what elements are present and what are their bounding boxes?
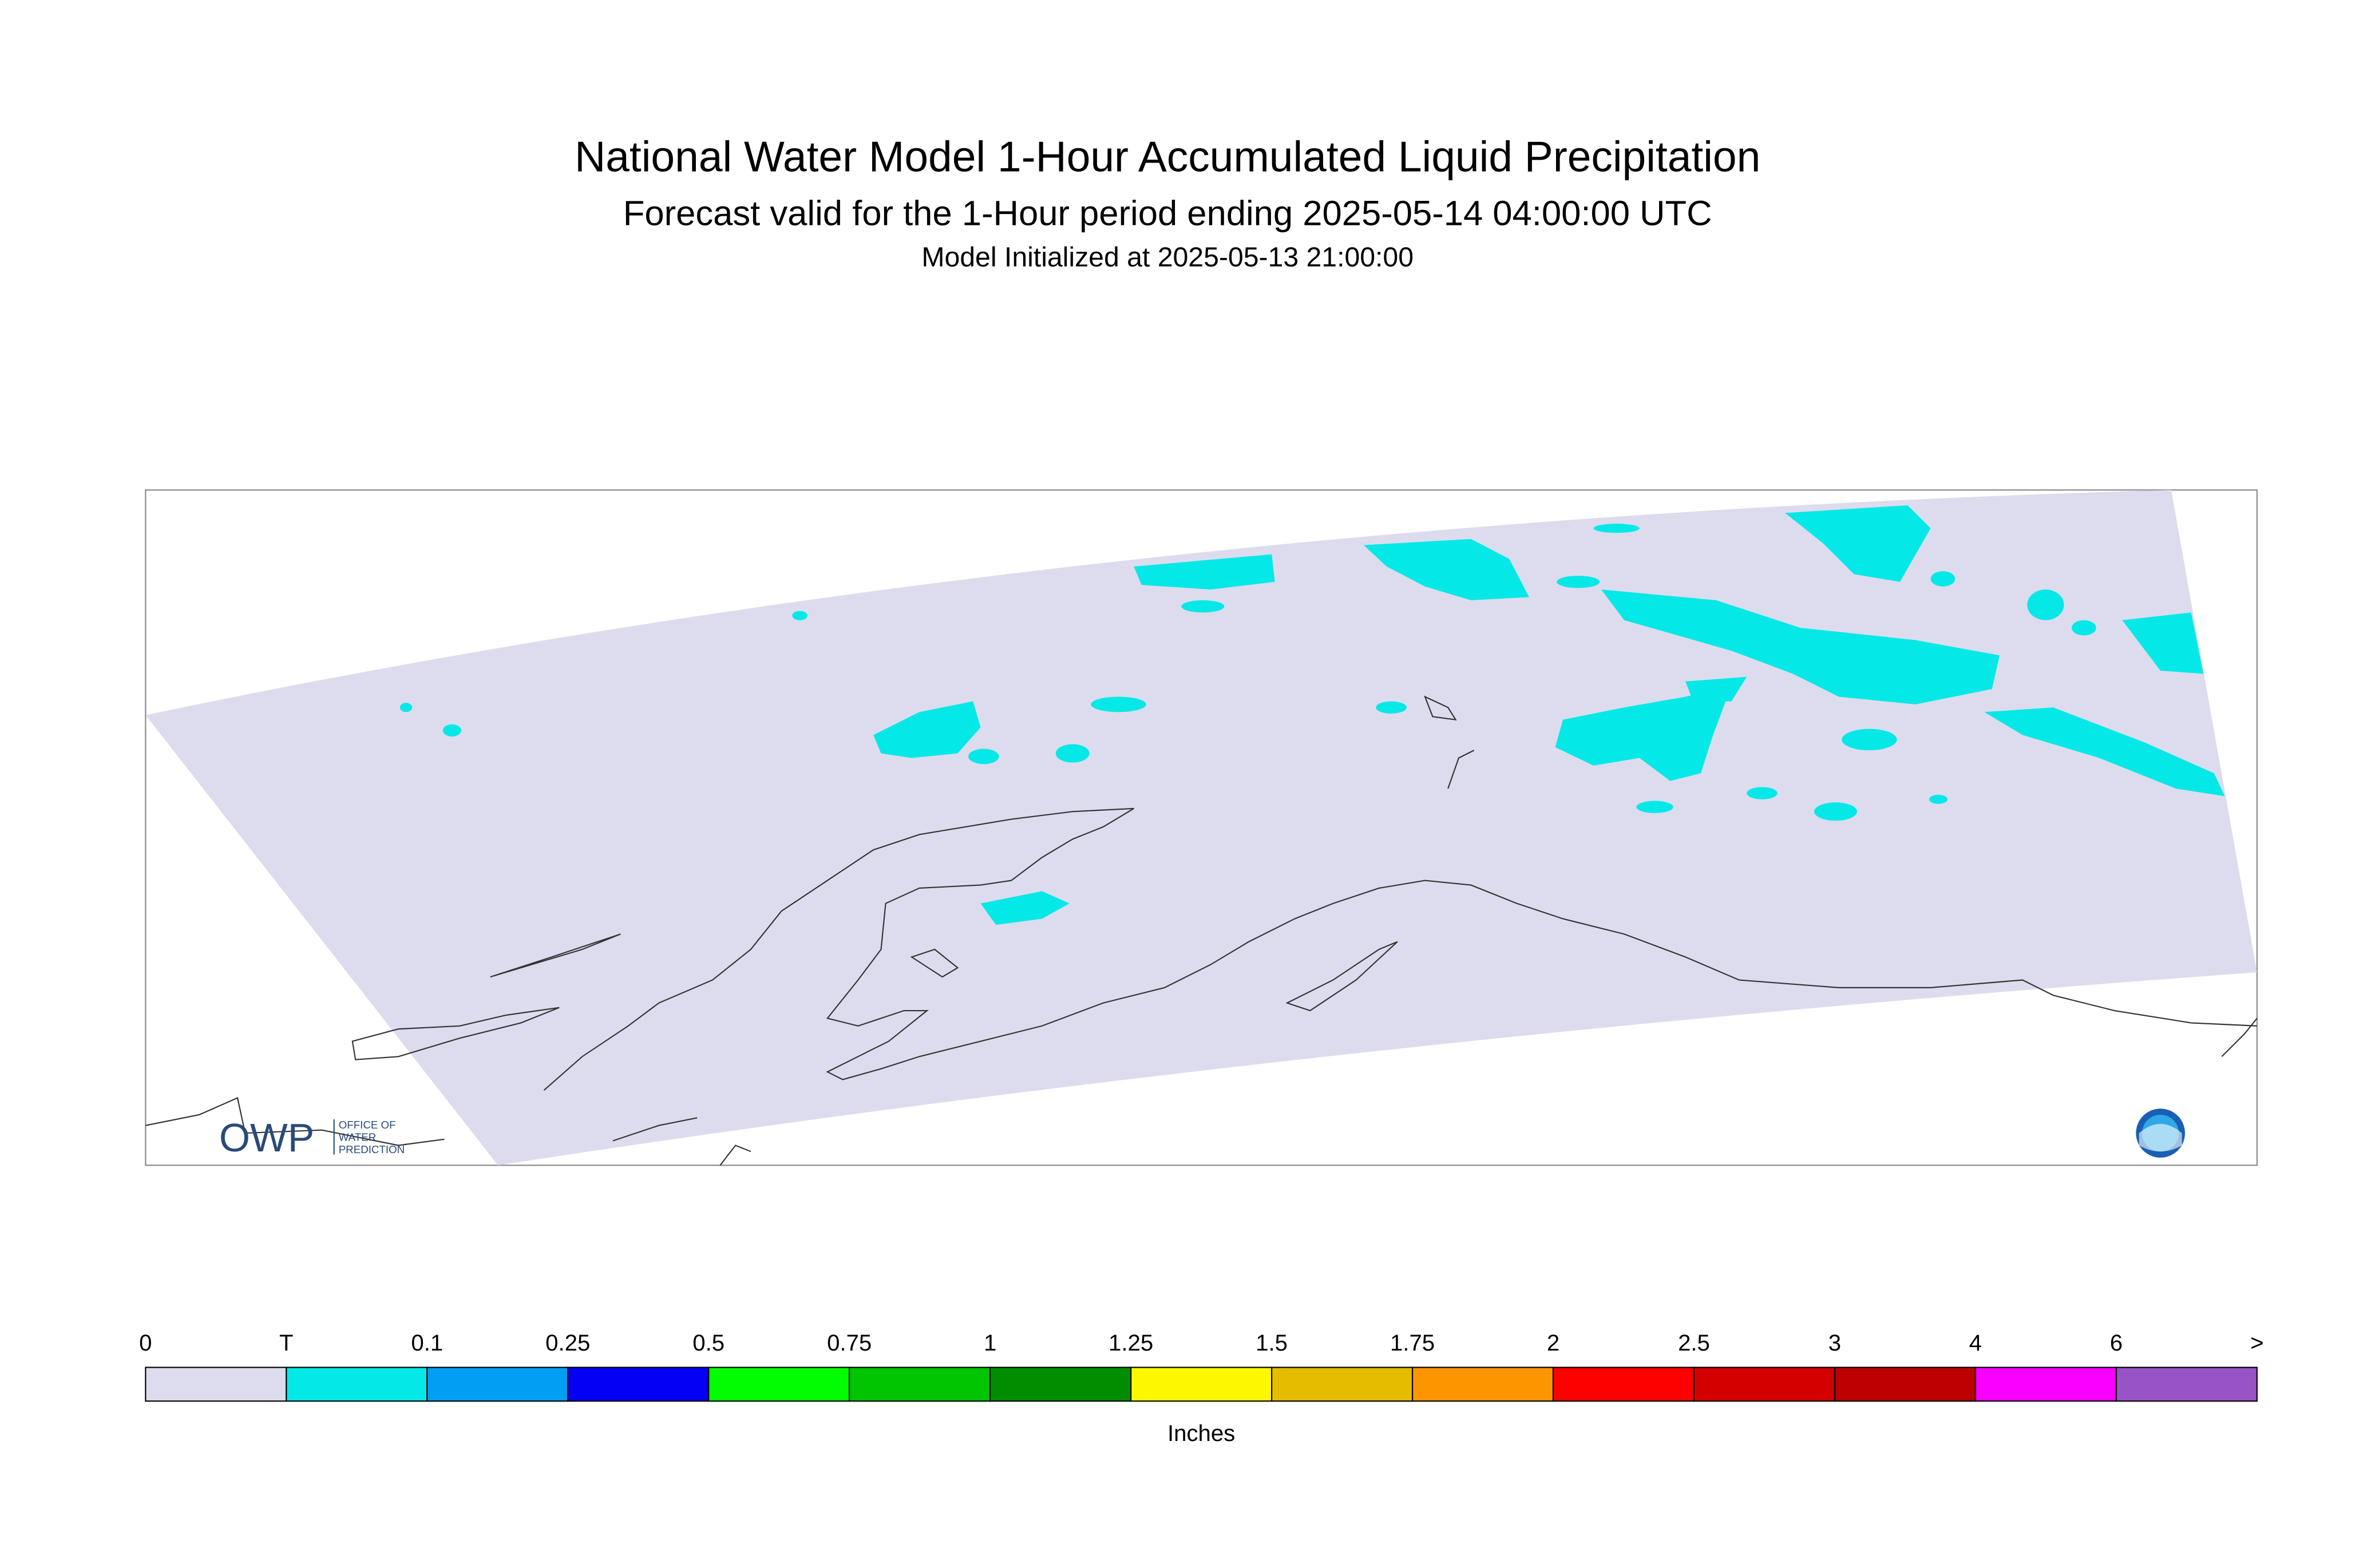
precip-area [1555,686,1732,781]
colorbar-label: 1.25 [1109,1330,1153,1356]
colorbar-label: 4 [1969,1330,1982,1356]
coastline [1447,750,1475,789]
logo-acronym: OWP [219,1115,314,1160]
precip-area [1785,505,1931,582]
coastline [543,807,2257,1091]
precip-area [1181,600,1225,613]
coastline [1424,695,1457,720]
precip-area [1930,571,1956,587]
colorbar-label: T [279,1330,294,1356]
coastlines [145,695,2258,1166]
owp-logo: OWP OFFICE OF WATER PREDICTION [219,1115,405,1160]
precip-area [1055,744,1090,763]
precip-area [2027,589,2064,620]
colorbar-bin [1552,1367,1695,1402]
colorbar-label: 1 [984,1330,996,1356]
title: National Water Model 1-Hour Accumulated … [575,133,1760,181]
logo-line: WATER [339,1131,377,1143]
precip-area [2122,612,2204,674]
precip-area [399,703,413,712]
precip-area [1134,554,1275,590]
precip-area [442,724,461,737]
colorbar-bin [708,1367,850,1402]
colorbar-label: 2.5 [1678,1330,1710,1356]
colorbar-bin [145,1367,287,1402]
precip-areas [399,505,2225,925]
colorbar-label: 0.25 [545,1330,590,1356]
coastline [351,1007,560,1060]
colorbar-bin [1974,1367,2117,1402]
precip-area [1557,576,1600,588]
coastline [1285,941,1398,1012]
precip-area [1376,701,1407,714]
colorbar-label: 0 [139,1330,152,1356]
colorbar-label: > [2250,1330,2263,1356]
init-time: Model Initialized at 2025-05-13 21:00:00 [921,242,1414,273]
colorbar-label: 1.75 [1390,1330,1435,1356]
precip-area [2071,620,2096,636]
coastline [490,933,621,978]
precip-area [1363,538,1530,600]
colorbar-bin [1130,1367,1273,1402]
precip-area [1593,524,1640,533]
logo-line: OFFICE OF [339,1119,396,1131]
colorbar-bin [567,1367,710,1402]
precip-area [1984,707,2225,797]
colorbar-label: 1.5 [1256,1330,1288,1356]
precip-area [873,701,981,758]
precip-area [1842,728,1897,751]
colorbar-unit: Inches [1167,1420,1235,1446]
colorbar-bin [1693,1367,1836,1402]
logo-line: PREDICTION [339,1143,405,1155]
subtitle: Forecast valid for the 1-Hour period end… [623,193,1712,233]
coastline [2221,1017,2258,1058]
precip-area [980,891,1070,925]
colorbar-label: 3 [1828,1330,1841,1356]
precip-area [1601,589,2000,704]
precip-area [1091,696,1146,712]
coastline [910,948,959,978]
precip-area [1814,802,1858,821]
precip-area [1685,676,1747,702]
colorbar-label: 0.1 [411,1330,443,1356]
precip-area [792,611,808,620]
noaa-wave [2139,1124,2182,1152]
map: OWP OFFICE OF WATER PREDICTION [145,489,2258,1166]
colorbar-bin [1834,1367,1976,1402]
colorbar-label: 2 [1547,1330,1559,1356]
colorbar-bin [849,1367,991,1402]
coastline [719,1145,751,1166]
precip-area [1929,794,1948,804]
coastline [612,1117,698,1142]
colorbar-bin [989,1367,1132,1402]
colorbar-label: 0.75 [827,1330,872,1356]
colorbar-bin [286,1367,428,1402]
colorbar: 0 T 0.1 0.25 0.5 0.75 1 1.25 1.5 1.75 2 2.5 3 4 6 > [139,1330,2264,1402]
colorbar-bin [1271,1367,1414,1402]
precip-area [1636,801,1673,813]
colorbar-label: 6 [2110,1330,2123,1356]
colorbar-bin [1411,1367,1554,1402]
colorbar-label: 0.5 [692,1330,725,1356]
precip-area [968,749,999,765]
noaa-logo [2136,1108,2185,1158]
colorbar-bin [2115,1367,2258,1402]
precip-area [1747,787,1778,799]
colorbar-bin [426,1367,569,1402]
coastline [145,1097,445,1146]
